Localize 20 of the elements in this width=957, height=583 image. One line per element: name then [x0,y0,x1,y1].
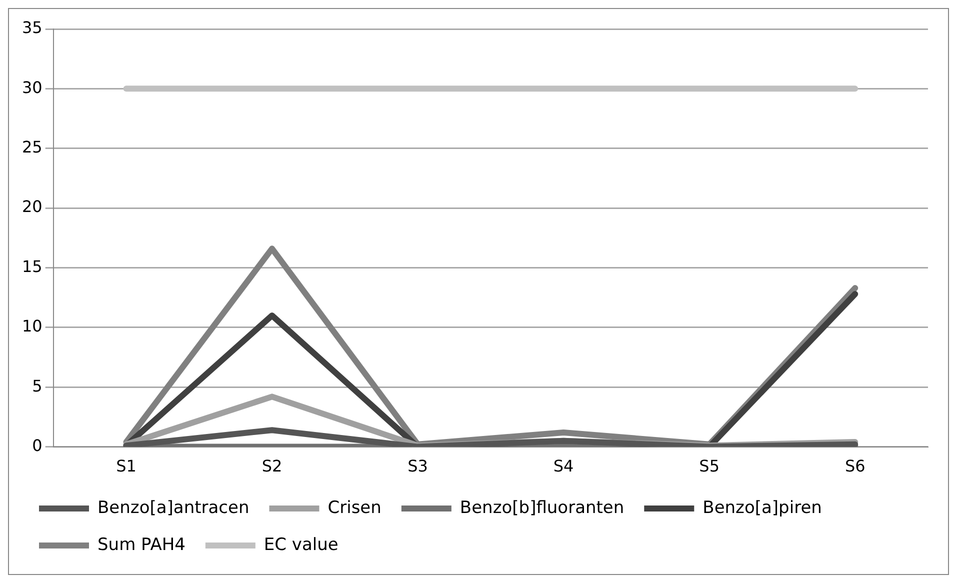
legend-label: Benzo[b]fluoranten [460,498,624,518]
y-tick-label: 5 [32,376,42,396]
legend-label: EC value [264,534,338,555]
y-tick-label: 30 [22,78,42,97]
x-tick-label: S4 [553,456,574,476]
x-tick-label: S1 [116,456,136,476]
legend-label: Sum PAH4 [98,534,186,555]
legend-label: Benzo[a]piren [702,498,822,518]
x-tick-label: S6 [844,456,866,476]
y-tick-label: 35 [22,18,42,38]
legend-label: Benzo[a]antracen [98,498,250,518]
legend-label: Crisen [328,498,382,518]
y-tick-label: 20 [22,197,42,216]
x-tick-label: S5 [699,456,720,476]
y-tick-label: 25 [22,138,42,157]
x-tick-label: S3 [408,456,428,476]
x-tick-label: S2 [262,456,282,476]
y-tick-label: 0 [32,436,42,455]
y-tick-label: 15 [22,256,42,276]
y-tick-label: 10 [22,316,42,336]
